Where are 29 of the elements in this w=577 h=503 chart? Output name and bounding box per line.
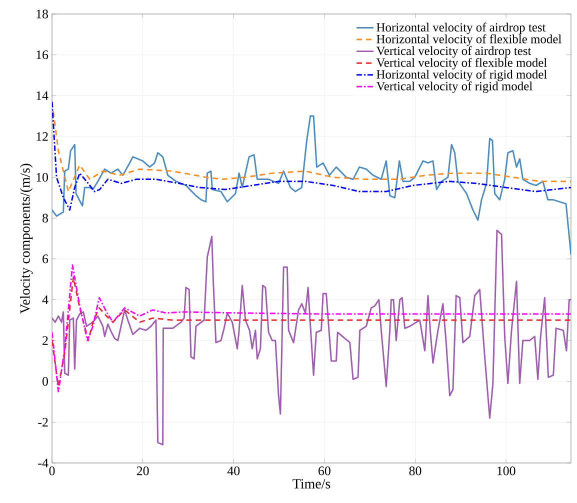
legend-label: Horizontal velocity of flexible model [376,34,562,46]
y-tick-label: 18 [36,10,48,18]
x-tick-label: 60 [318,466,330,476]
x-axis-title: Time/s [292,479,330,488]
line-series [52,230,572,446]
legend-label: Horizontal velocity of rigid model [376,70,547,82]
y-tick-label: -2 [38,418,48,426]
y-tick-label: 12 [36,132,48,141]
x-tick-label: 0 [49,466,55,476]
y-tick-label: -4 [38,458,48,468]
x-tick-label: 40 [227,466,240,476]
y-tick-label: 4 [42,295,48,304]
y-tick-label: 16 [36,50,48,60]
legend-label: Horizontal velocity of airdrop test [376,22,546,34]
y-tick-label: 0 [42,376,48,386]
line-series [52,115,572,256]
legend-label: Vertical velocity of flexible model [376,58,547,70]
x-tick-label: 80 [409,466,422,476]
legend-label: Vertical velocity of rigid model [376,81,532,93]
y-tick-label: 6 [42,254,48,264]
y-tick-label: 8 [42,214,48,222]
y-tick-label: 2 [42,336,48,345]
y-tick-label: 14 [36,91,48,100]
legend-label: Vertical velocity of airdrop test [376,46,532,58]
y-axis-title: Velocity components/(m/s) [20,164,33,314]
y-tick-label: 10 [36,172,48,182]
x-tick-label: 20 [136,466,149,476]
line-series [52,101,572,211]
x-tick-label: 100 [498,466,516,476]
